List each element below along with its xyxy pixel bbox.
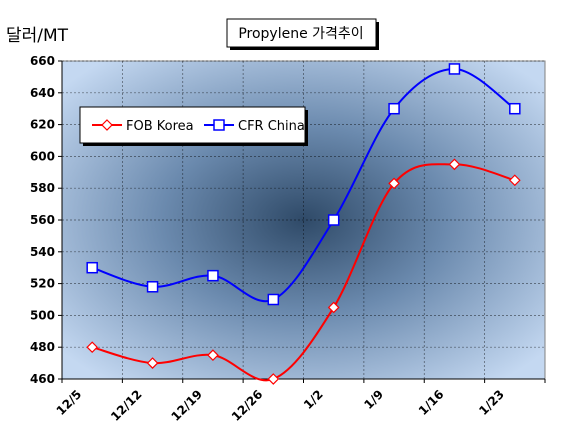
data-point-fob-korea xyxy=(448,158,461,171)
data-point-fob-korea xyxy=(86,341,99,354)
legend-marker-fob-korea xyxy=(101,119,113,131)
data-point-cfr-china xyxy=(388,102,400,115)
y-tick-label: 460 xyxy=(30,372,55,386)
y-tick-label: 560 xyxy=(30,213,55,227)
series-line-cfr-china xyxy=(91,67,516,303)
data-point-cfr-china xyxy=(509,102,521,115)
data-point-cfr-china xyxy=(86,261,98,274)
y-tick-label: 580 xyxy=(30,181,55,195)
data-point-cfr-china xyxy=(146,281,159,293)
legend-label-fob-korea: FOB Korea xyxy=(126,119,194,134)
y-tick-label: 600 xyxy=(30,149,55,163)
chart-title-box: Propylene 가격추이 xyxy=(226,18,379,50)
title-shadow-bottom xyxy=(230,47,379,50)
data-point-fob-korea xyxy=(327,301,340,314)
data-point-fob-korea xyxy=(267,373,280,385)
series-fob-korea xyxy=(86,158,521,385)
legend-shadow-bottom xyxy=(83,143,308,146)
data-point-fob-korea xyxy=(388,177,400,190)
y-tick-label: 520 xyxy=(30,277,55,291)
legend-shadow-right xyxy=(305,110,308,146)
y-tick-label: 480 xyxy=(30,340,55,354)
y-tick-label: 620 xyxy=(30,118,55,132)
data-point-cfr-china xyxy=(448,63,461,75)
legend: FOB Korea CFR China xyxy=(79,106,308,146)
data-point-fob-korea xyxy=(207,349,219,361)
title-box xyxy=(226,18,377,48)
y-tick-label: 640 xyxy=(30,86,55,100)
series-cfr-china xyxy=(86,63,521,306)
legend-marker-cfr-china xyxy=(213,119,225,131)
y-tick-label: 660 xyxy=(30,54,55,68)
y-axis-label: 달러/MT xyxy=(6,26,69,46)
series-group xyxy=(86,63,521,385)
data-point-cfr-china xyxy=(207,269,219,282)
y-tick-label: 500 xyxy=(30,308,55,322)
legend-items: FOB Korea CFR China xyxy=(92,119,305,134)
legend-label-cfr-china: CFR China xyxy=(238,119,305,134)
data-point-fob-korea xyxy=(146,357,159,369)
title-shadow-right xyxy=(376,22,379,50)
chart-title: Propylene 가격추이 xyxy=(238,26,363,42)
data-point-fob-korea xyxy=(508,174,521,187)
series-line-fob-korea xyxy=(91,163,516,382)
data-point-cfr-china xyxy=(267,293,280,306)
data-point-cfr-china xyxy=(327,214,340,226)
y-tick-label: 540 xyxy=(30,245,55,259)
